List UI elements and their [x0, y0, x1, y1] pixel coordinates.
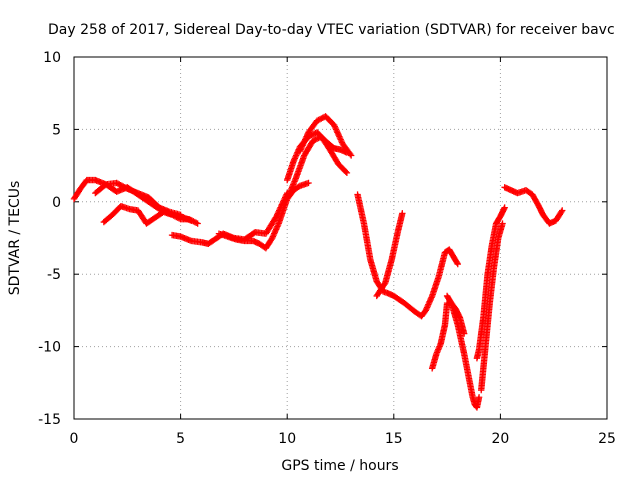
series-trace-6 [284, 179, 312, 203]
data-point [331, 123, 338, 130]
data-point [336, 133, 343, 140]
series-trace-11 [428, 299, 483, 411]
y-tick-label: -15 [38, 412, 61, 428]
data-point [311, 137, 318, 144]
data-point [305, 179, 312, 187]
data-point [336, 134, 344, 142]
data-point [190, 218, 197, 225]
y-tick-label: 10 [43, 50, 61, 66]
data-point [309, 131, 316, 138]
data-markers [70, 113, 566, 411]
data-point [338, 137, 345, 145]
data-point [501, 204, 508, 211]
data-point [559, 207, 566, 214]
data-point [301, 137, 308, 145]
data-point [302, 136, 309, 143]
grid [74, 57, 607, 419]
data-point [316, 116, 324, 123]
data-point [298, 143, 306, 150]
data-point [335, 131, 342, 139]
y-tick-label: -10 [38, 340, 61, 356]
y-tick-label: -5 [47, 267, 61, 283]
data-point [173, 213, 180, 221]
x-tick-label: 10 [278, 431, 296, 447]
y-axis-label: SDTVAR / TECUs [7, 181, 23, 296]
data-point [171, 213, 179, 220]
plot-frame [73, 56, 608, 420]
x-tick-label: 25 [598, 431, 616, 447]
data-point [347, 152, 355, 159]
data-point [460, 330, 468, 337]
data-point [332, 124, 339, 132]
series-trace-15 [501, 184, 566, 227]
series-trace-9 [354, 191, 461, 320]
y-tick-label: 0 [52, 195, 61, 211]
data-point [453, 259, 461, 267]
data-point [313, 117, 321, 124]
data-point [475, 394, 483, 401]
data-point [194, 220, 201, 227]
series-trace-10 [373, 210, 406, 300]
data-point [313, 135, 321, 143]
data-point [558, 208, 565, 215]
data-point [318, 115, 325, 122]
data-point [175, 215, 183, 222]
axis-ticks: 0 5 10 15 20 25 -15 -10 -5 0 5 10 [38, 50, 616, 447]
data-point [334, 129, 341, 136]
data-point [185, 215, 193, 223]
x-tick-label: 20 [491, 431, 509, 447]
data-point [168, 211, 176, 219]
data-point [309, 137, 316, 145]
series-trace-12 [443, 292, 468, 337]
data-point [304, 131, 311, 139]
data-point [298, 145, 305, 152]
data-point [302, 134, 310, 142]
series-trace-14 [478, 220, 506, 394]
series-trace-3 [100, 202, 201, 227]
data-point [337, 136, 344, 143]
data-point [454, 260, 461, 268]
chart-title: Day 258 of 2017, Sidereal Day-to-day VTE… [48, 22, 615, 38]
data-point [193, 219, 200, 226]
data-point [330, 121, 338, 129]
x-axis-label: GPS time / hours [281, 458, 398, 474]
data-point [347, 150, 354, 158]
data-point [300, 139, 308, 146]
data-point [342, 168, 350, 175]
data-point [174, 214, 181, 221]
x-tick-label: 0 [70, 431, 79, 447]
data-point [297, 146, 304, 153]
data-point [170, 212, 177, 219]
data-point [191, 218, 199, 226]
data-point [334, 130, 342, 137]
data-point [299, 142, 306, 149]
data-point [312, 136, 319, 143]
data-point [296, 147, 304, 155]
series-trace-8 [296, 113, 355, 159]
data-point [188, 217, 196, 224]
data-point [187, 216, 194, 224]
series-trace-2 [92, 179, 184, 219]
data-point [332, 126, 340, 133]
data-point [399, 210, 406, 217]
data-point [300, 140, 307, 148]
data-point [499, 220, 506, 227]
data-point [333, 127, 340, 135]
x-tick-label: 15 [385, 431, 403, 447]
x-tick-label: 5 [176, 431, 185, 447]
series-trace-5 [215, 133, 351, 252]
data-point [303, 133, 310, 140]
data-point [343, 169, 351, 177]
y-tick-label: 5 [52, 122, 61, 138]
data-point [315, 116, 322, 124]
